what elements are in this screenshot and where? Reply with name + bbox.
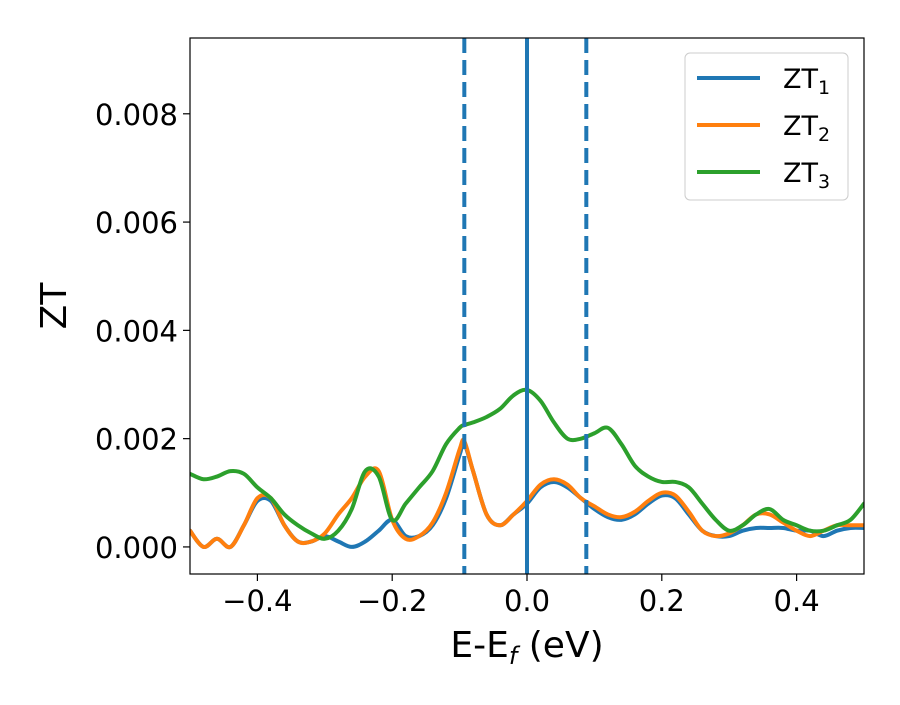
- series-lines: [190, 387, 864, 550]
- y-tick-label: 0.002: [95, 423, 178, 457]
- x-axis-ticks: −0.4 −0.2 0.0 0.2 0.4: [222, 574, 820, 618]
- legend-label-zt2: ZT2: [783, 111, 830, 146]
- x-tick-label: 0.2: [639, 584, 685, 618]
- x-tick-label: −0.4: [222, 584, 292, 618]
- legend-frame: [684, 52, 849, 201]
- x-axis-title: E-Ef (eV): [450, 625, 603, 670]
- series-line-zt3: [190, 387, 864, 541]
- y-axis-title: ZT: [34, 282, 75, 330]
- x-tick-label: −0.2: [357, 584, 427, 618]
- y-tick-label: 0.000: [95, 531, 178, 565]
- y-tick-label: 0.008: [95, 98, 178, 132]
- reference-lines: [462, 38, 589, 574]
- legend-label-zt1: ZT1: [783, 64, 830, 99]
- y-axis-ticks: 0.000 0.002 0.004 0.006 0.008: [95, 98, 190, 565]
- y-tick-label: 0.006: [95, 206, 178, 240]
- legend-label-zt3: ZT3: [783, 158, 830, 193]
- y-tick-label: 0.004: [95, 314, 178, 348]
- x-axis-title-unit: (eV): [517, 625, 603, 666]
- x-tick-label: 0.0: [504, 584, 550, 618]
- x-tick-label: 0.4: [774, 584, 820, 618]
- chart-legend: ZT1 ZT2 ZT3: [684, 52, 849, 201]
